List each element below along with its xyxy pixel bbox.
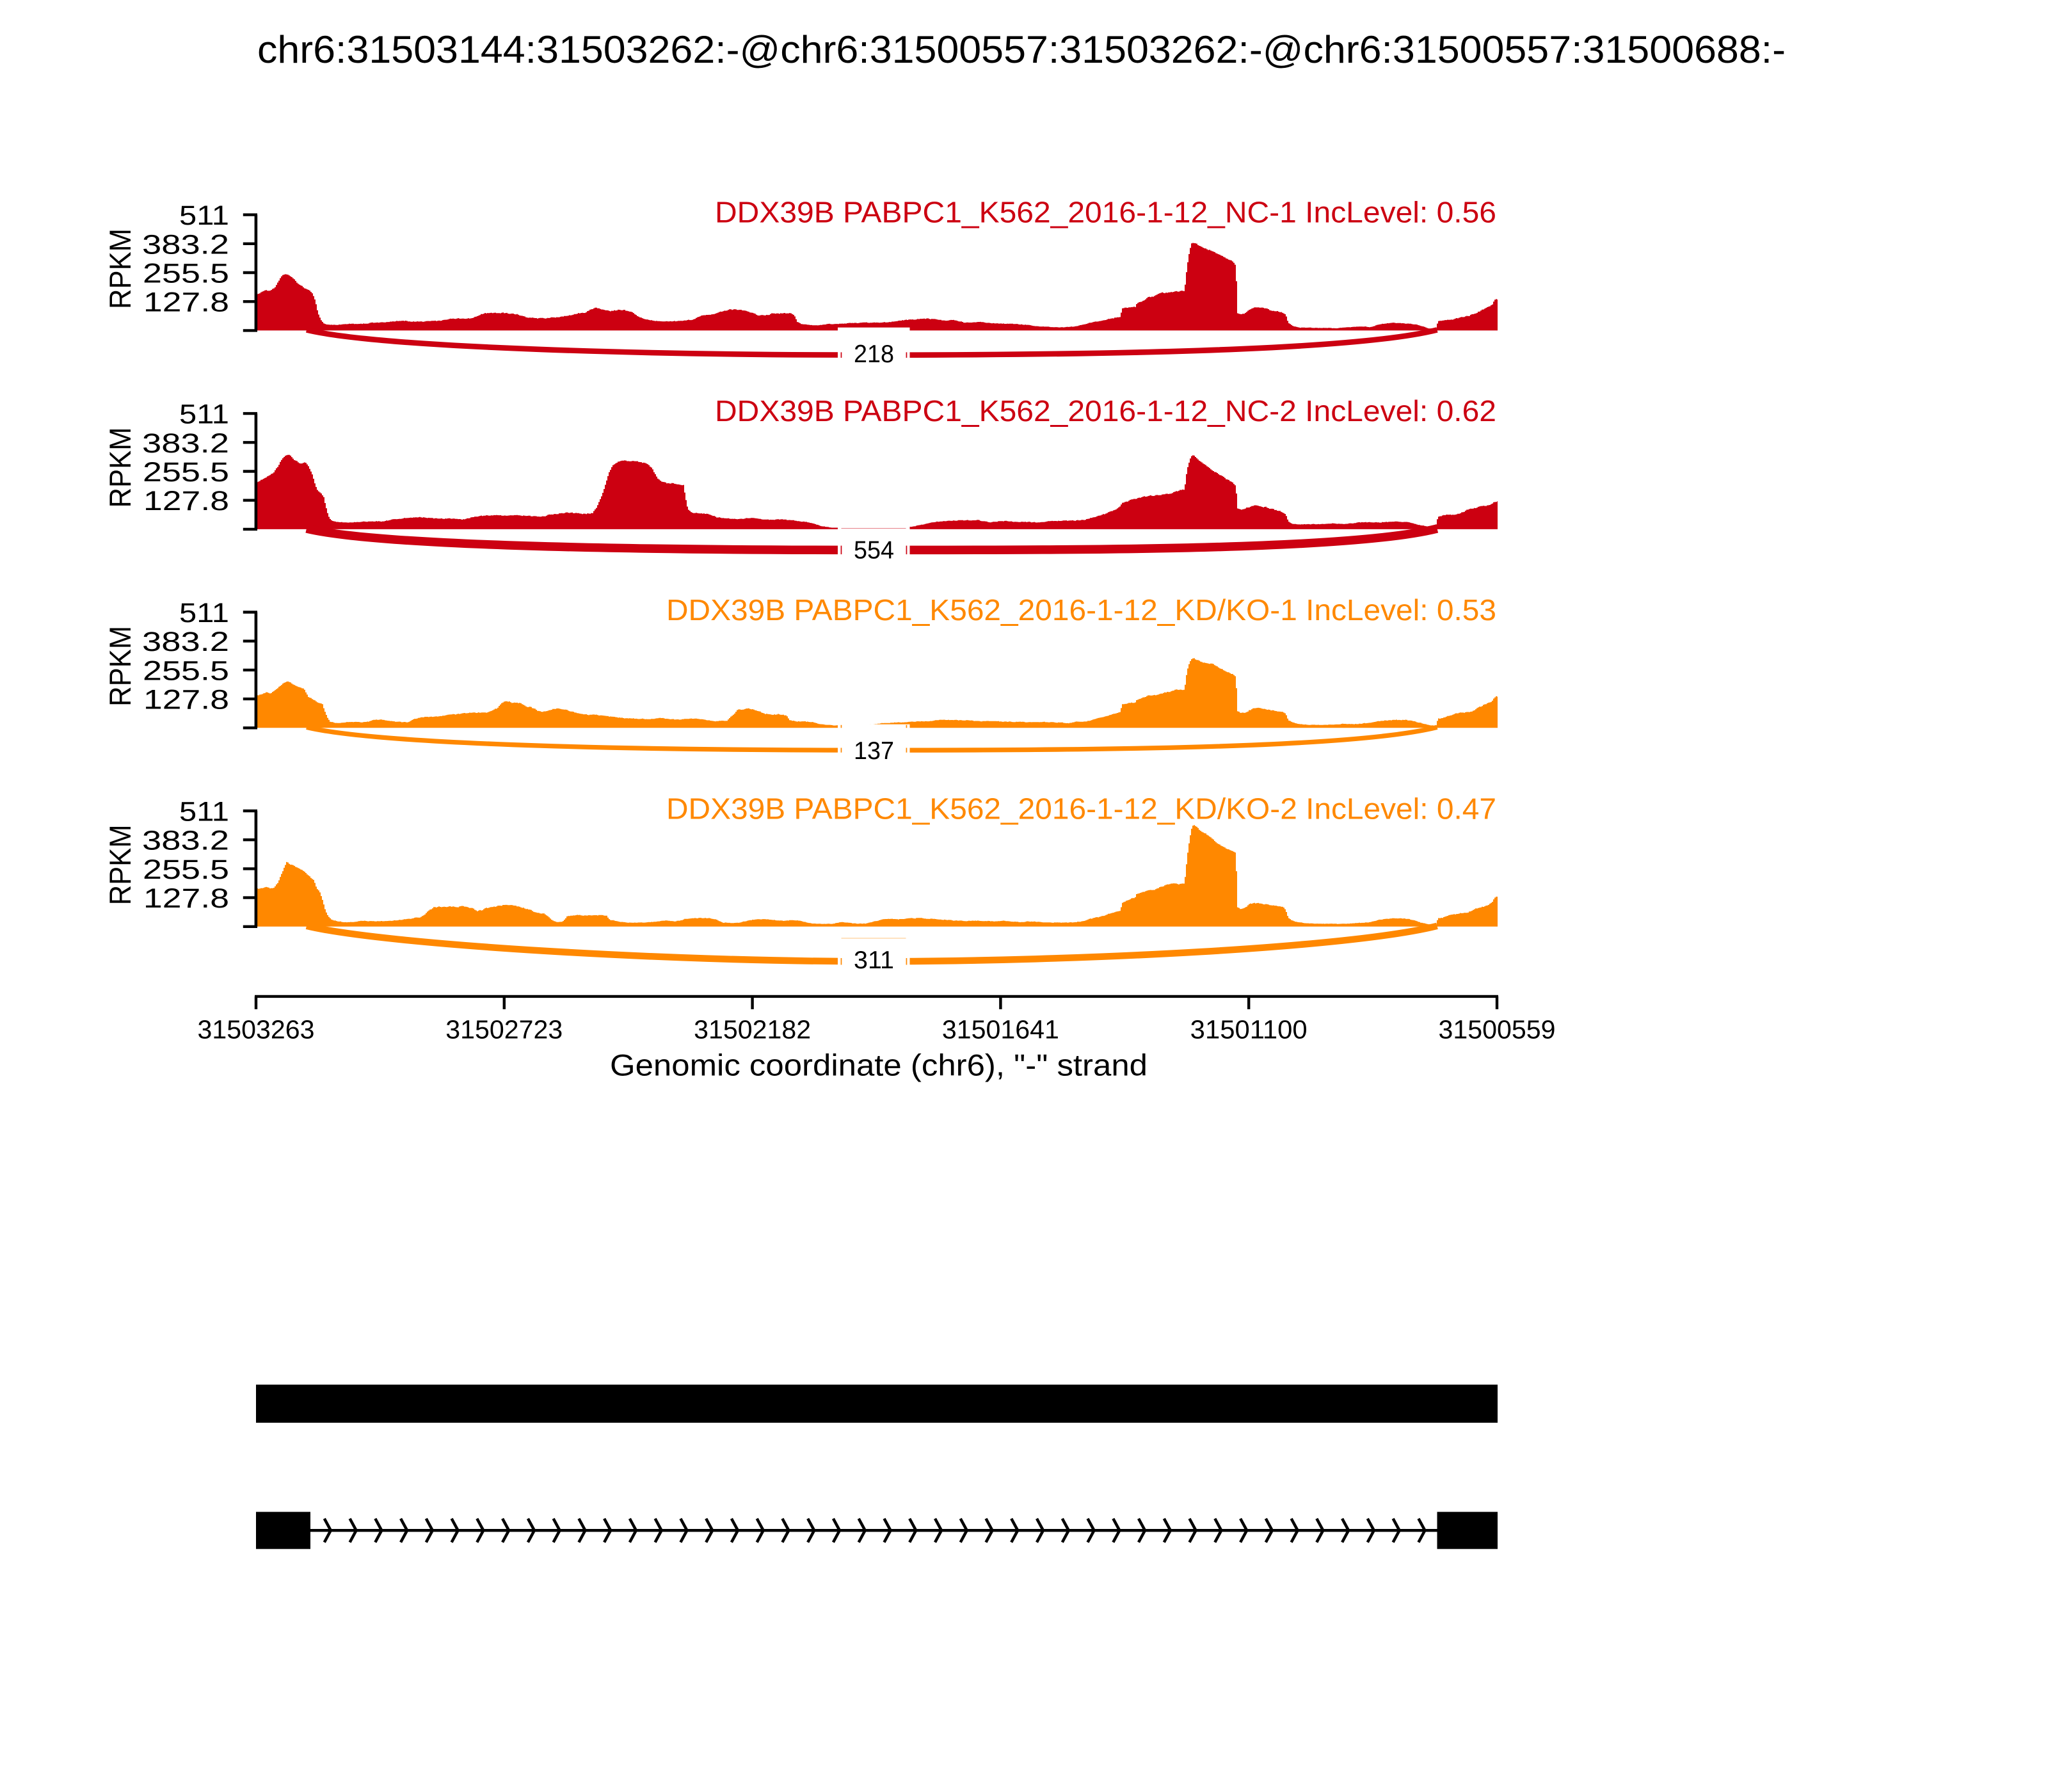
svg-text:383.2: 383.2 — [142, 428, 229, 459]
svg-text:RPKM: RPKM — [103, 228, 137, 309]
svg-text:RPKM: RPKM — [103, 428, 137, 508]
svg-text:127.8: 127.8 — [143, 486, 229, 516]
svg-text:31502182: 31502182 — [694, 1015, 811, 1044]
svg-text:127.8: 127.8 — [143, 685, 229, 716]
svg-text:31501100: 31501100 — [1190, 1015, 1308, 1044]
svg-text:31501641: 31501641 — [942, 1015, 1059, 1044]
svg-text:511: 511 — [179, 399, 229, 430]
svg-text:255.5: 255.5 — [143, 655, 229, 686]
svg-text:511: 511 — [179, 797, 229, 828]
svg-text:RPKM: RPKM — [103, 626, 137, 707]
svg-text:DDX39B PABPC1_K562_2016-1-12_K: DDX39B PABPC1_K562_2016-1-12_KD/KO-2 Inc… — [666, 792, 1496, 826]
svg-text:31502723: 31502723 — [445, 1015, 563, 1044]
svg-text:127.8: 127.8 — [143, 883, 229, 914]
svg-text:511: 511 — [179, 200, 229, 231]
svg-text:DDX39B PABPC1_K562_2016-1-12_N: DDX39B PABPC1_K562_2016-1-12_NC-2 IncLev… — [715, 394, 1496, 428]
svg-text:255.5: 255.5 — [143, 259, 229, 289]
svg-text:218: 218 — [854, 340, 894, 368]
svg-text:DDX39B PABPC1_K562_2016-1-12_K: DDX39B PABPC1_K562_2016-1-12_KD/KO-1 Inc… — [666, 593, 1496, 627]
svg-text:383.2: 383.2 — [142, 627, 229, 657]
svg-text:383.2: 383.2 — [142, 229, 229, 260]
svg-text:RPKM: RPKM — [103, 824, 137, 905]
svg-text:31503263: 31503263 — [198, 1015, 315, 1044]
svg-text:511: 511 — [179, 598, 229, 628]
svg-text:31500559: 31500559 — [1439, 1015, 1556, 1044]
svg-text:554: 554 — [854, 537, 894, 564]
svg-text:DDX39B PABPC1_K562_2016-1-12_N: DDX39B PABPC1_K562_2016-1-12_NC-1 IncLev… — [715, 196, 1496, 229]
svg-text:383.2: 383.2 — [142, 826, 229, 856]
svg-text:chr6:31503144:31503262:-@chr6:: chr6:31503144:31503262:-@chr6:31500557:3… — [257, 28, 1786, 71]
svg-text:137: 137 — [854, 737, 894, 765]
svg-text:311: 311 — [854, 947, 894, 974]
svg-text:127.8: 127.8 — [143, 287, 229, 318]
svg-text:255.5: 255.5 — [143, 854, 229, 885]
svg-text:255.5: 255.5 — [143, 457, 229, 488]
svg-text:Genomic coordinate (chr6), "-": Genomic coordinate (chr6), "-" strand — [610, 1048, 1148, 1082]
